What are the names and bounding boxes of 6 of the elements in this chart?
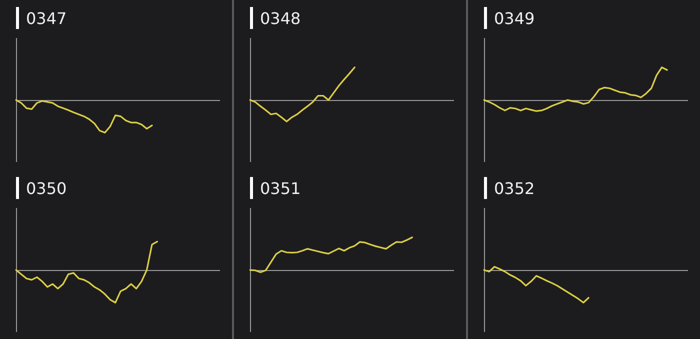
chart-title: 0351	[260, 178, 301, 198]
chart-title: 0348	[260, 8, 301, 28]
chart-title: 0347	[26, 8, 67, 28]
chart-title: 0350	[26, 178, 67, 198]
chart-title: 0352	[494, 178, 535, 198]
chart-title: 0349	[494, 8, 535, 28]
